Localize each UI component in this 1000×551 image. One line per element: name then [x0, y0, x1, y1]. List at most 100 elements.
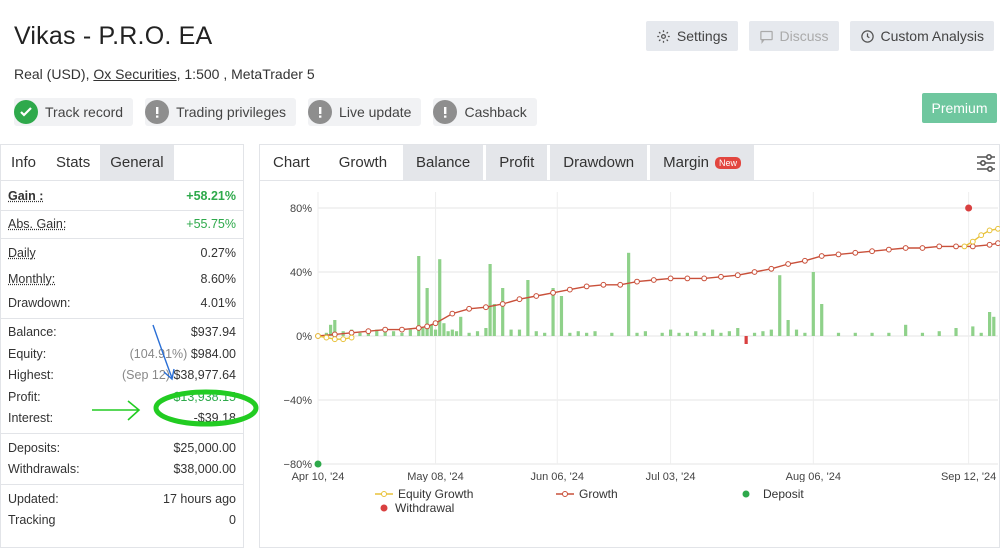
settings-button[interactable]: Settings	[645, 21, 738, 51]
stat-value: $25,000.00	[173, 440, 236, 455]
stat-label: Updated:	[8, 491, 59, 506]
daily-bar	[454, 331, 459, 336]
stat-value: 4.01%	[200, 295, 236, 310]
legend-withdrawal-marker	[380, 504, 388, 512]
legend-equity-marker	[375, 491, 393, 497]
growth-point	[986, 241, 993, 248]
tab-margin[interactable]: Margin New	[650, 145, 755, 180]
daily-bar	[744, 336, 748, 344]
daily-bar	[904, 324, 908, 336]
stat-abs-gain: Abs. Gain: +55.75%	[1, 214, 243, 236]
growth-point	[650, 277, 657, 283]
daily-bar	[794, 329, 799, 336]
growth-point	[583, 283, 590, 290]
stat-value: +55.75%	[186, 217, 236, 232]
legend-withdrawal[interactable]: Withdrawal	[378, 501, 454, 515]
growth-point	[617, 281, 624, 288]
account-type: Real (USD),	[14, 66, 94, 82]
daily-bar	[887, 332, 891, 336]
badge-live-update[interactable]: Live update	[308, 98, 422, 126]
equity-growth-point	[969, 238, 976, 245]
growth-point	[936, 243, 943, 250]
daily-bar	[492, 304, 496, 336]
daily-bar	[778, 275, 782, 336]
custom-analysis-button[interactable]: Custom Analysis	[849, 21, 994, 51]
growth-point	[424, 323, 431, 330]
stat-drawdown: Drawdown: 4.01%	[1, 292, 243, 314]
badge-cashback[interactable]: Cashback	[433, 98, 537, 126]
account-title: Vikas - P.R.O. EA	[14, 22, 213, 50]
daily-bar	[627, 252, 631, 336]
stat-label[interactable]: Gain :	[8, 188, 44, 203]
new-badge: New	[715, 156, 742, 169]
legend-equity-growth[interactable]: Equity Growth	[375, 487, 473, 501]
equity-growth-point	[995, 225, 1000, 232]
daily-bar	[727, 331, 731, 336]
legend-growth[interactable]: Growth	[556, 487, 618, 501]
daily-bar	[551, 288, 555, 336]
tab-profit[interactable]: Profit	[486, 145, 548, 180]
stat-label: Highest:	[8, 368, 54, 383]
tab-drawdown[interactable]: Drawdown	[550, 145, 648, 180]
stat-updated: Updated: 17 hours ago	[1, 488, 243, 510]
daily-bar	[971, 326, 975, 336]
daily-bar	[992, 316, 996, 336]
stat-value: 17 hours ago	[163, 491, 236, 506]
growth-point	[516, 296, 523, 303]
growth-point	[701, 275, 708, 282]
daily-bar	[517, 329, 522, 336]
tab-growth[interactable]: Growth	[325, 145, 401, 180]
premium-button[interactable]: Premium	[922, 93, 997, 123]
daily-bar	[668, 329, 673, 336]
stat-daily: Daily 0.27%	[1, 242, 243, 264]
daily-bar	[421, 328, 425, 336]
stat-label[interactable]: Abs. Gain:	[8, 217, 67, 232]
growth-point	[835, 251, 842, 258]
x-tick-label: Jul 03, '24	[646, 471, 696, 482]
custom-analysis-label: Custom Analysis	[880, 28, 984, 44]
growth-point	[600, 281, 607, 288]
daily-bar	[836, 332, 841, 336]
discuss-button[interactable]: Discuss	[748, 21, 839, 51]
daily-bar	[937, 331, 941, 336]
equity-growth-point	[348, 334, 355, 341]
daily-bar	[702, 332, 706, 336]
chart-tabs: Chart Growth Balance Profit Drawdown Mar…	[260, 145, 999, 181]
filter-settings-icon[interactable]	[975, 152, 997, 174]
tab-balance[interactable]: Balance	[403, 145, 484, 180]
daily-bar	[475, 331, 480, 336]
daily-bar	[635, 332, 639, 336]
legend-deposit[interactable]: Deposit	[740, 487, 804, 501]
tab-stats[interactable]: Stats	[56, 154, 91, 171]
tab-margin-label: Margin	[663, 154, 710, 171]
growth-point	[902, 245, 909, 251]
daily-bar	[442, 323, 446, 336]
broker-link[interactable]: Ox Securities	[93, 66, 177, 82]
daily-bar	[534, 331, 538, 336]
daily-bar	[501, 288, 505, 336]
stats-tabs: Info Stats General	[1, 145, 243, 181]
stat-value: +58.21%	[186, 188, 236, 203]
badge-trading-privileges[interactable]: Trading privileges	[145, 98, 297, 126]
legend-label: Withdrawal	[395, 501, 455, 515]
growth-point	[634, 278, 640, 285]
daily-bar	[509, 329, 513, 336]
tab-general[interactable]: General	[100, 145, 174, 180]
daily-bar	[467, 332, 471, 336]
growth-point	[919, 245, 926, 251]
badge-track-record[interactable]: Track record	[14, 98, 134, 126]
stat-label[interactable]: Daily	[8, 245, 36, 260]
y-tick-label: −80%	[284, 459, 313, 471]
legend-label: Equity Growth	[398, 487, 474, 501]
tab-info[interactable]: Info	[11, 154, 37, 171]
stat-label: Profit:	[8, 389, 41, 404]
growth-point	[869, 248, 875, 255]
stat-label[interactable]: Monthly:	[8, 272, 56, 287]
stat-value: $937.94	[190, 325, 236, 340]
growth-point	[466, 305, 473, 312]
tab-chart[interactable]: Chart	[273, 154, 310, 171]
daily-bar	[710, 329, 715, 336]
x-tick-label: Sep 12, '24	[941, 471, 996, 482]
equity-growth-point	[978, 232, 985, 239]
legend-growth-marker	[556, 491, 574, 497]
